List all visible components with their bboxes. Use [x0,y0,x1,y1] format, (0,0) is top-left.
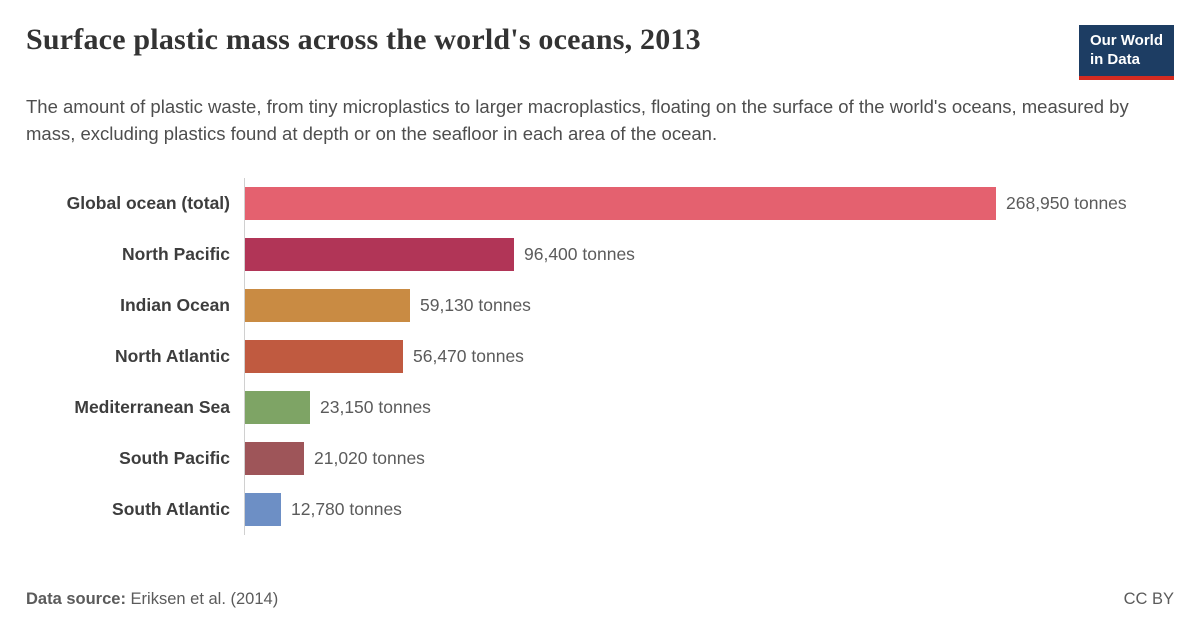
bar-row: South Atlantic 12,780 tonnes [26,484,1174,535]
bar-row: Indian Ocean 59,130 tonnes [26,280,1174,331]
category-label: Global ocean (total) [66,193,230,213]
bar[interactable] [245,187,996,220]
page-title: Surface plastic mass across the world's … [26,23,701,56]
category-label: South Pacific [119,448,230,468]
bar-row: Global ocean (total) 268,950 tonnes [26,178,1174,229]
owid-logo-line2: in Data [1089,50,1140,68]
value-label: 268,950 tonnes [1006,193,1127,213]
header: Surface plastic mass across the world's … [26,22,1174,80]
bar-track: 12,780 tonnes [244,484,1174,535]
footer: Data source: Eriksen et al. (2014) CC BY [26,590,1174,609]
owid-logo-line1: Our World [1089,32,1163,49]
category-label: North Atlantic [114,346,230,366]
bar[interactable] [245,289,410,322]
bar-row: South Pacific 21,020 tonnes [26,433,1174,484]
bar-row: North Atlantic 56,470 tonnes [26,331,1174,382]
bar[interactable] [245,238,514,271]
bar[interactable] [245,340,403,373]
value-label: 23,150 tonnes [320,397,431,417]
bar-track: 59,130 tonnes [244,280,1174,331]
category-label: South Atlantic [112,499,230,519]
category-label: North Pacific [122,244,230,264]
bar-chart: Global ocean (total) 268,950 tonnes North … [26,178,1174,572]
data-source-label: Data source: [26,590,126,608]
data-source-value: Eriksen et al. (2014) [130,590,279,608]
category-label: Indian Ocean [120,295,230,315]
data-source: Data source: Eriksen et al. (2014) [26,590,278,609]
bar-track: 56,470 tonnes [244,331,1174,382]
bar-row: North Pacific 96,400 tonnes [26,229,1174,280]
value-label: 96,400 tonnes [524,244,635,264]
category-label: Mediterranean Sea [74,397,230,417]
bar-track: 268,950 tonnes [244,178,1174,229]
chart-subtitle: The amount of plastic waste, from tiny m… [26,95,1129,145]
bar-row: Mediterranean Sea 23,150 tonnes [26,382,1174,433]
owid-logo: Our World in Data [1078,25,1174,80]
license-badge: CC BY [1123,590,1174,608]
value-label: 59,130 tonnes [420,295,531,315]
bar[interactable] [245,391,310,424]
bar-track: 21,020 tonnes [244,433,1174,484]
value-label: 12,780 tonnes [291,499,402,519]
value-label: 21,020 tonnes [314,448,425,468]
bar-track: 96,400 tonnes [244,229,1174,280]
bar[interactable] [245,442,304,475]
value-label: 56,470 tonnes [413,346,524,366]
bar[interactable] [245,493,281,526]
bar-track: 23,150 tonnes [244,382,1174,433]
